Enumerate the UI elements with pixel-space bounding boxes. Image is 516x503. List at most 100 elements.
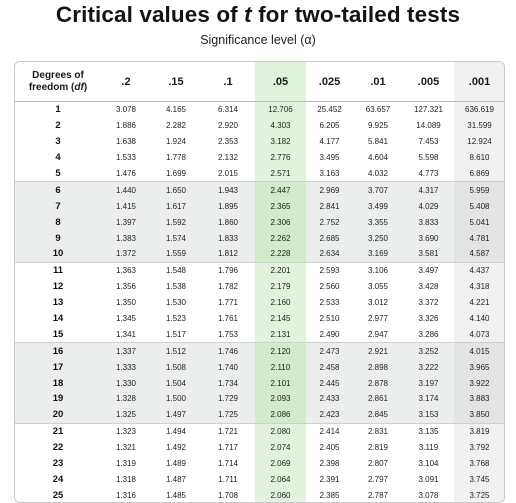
- value-cell: 1.860: [201, 214, 255, 230]
- value-cell: 1.356: [101, 279, 151, 295]
- value-cell: 1.734: [201, 375, 255, 391]
- value-cell: 2.080: [255, 423, 306, 439]
- value-cell: 3.497: [403, 262, 454, 278]
- value-cell: 3.222: [403, 359, 454, 375]
- column-header-alpha: .2: [101, 62, 151, 102]
- value-cell: 1.318: [101, 471, 151, 487]
- value-cell: 1.492: [151, 440, 201, 456]
- value-cell: 1.500: [151, 391, 201, 407]
- value-cell: 1.316: [101, 487, 151, 503]
- value-cell: 3.252: [403, 343, 454, 359]
- value-cell: 3.495: [306, 150, 353, 166]
- value-cell: 2.306: [255, 214, 306, 230]
- value-cell: 2.414: [306, 423, 353, 439]
- column-header-alpha: .001: [454, 62, 505, 102]
- value-cell: 3.965: [454, 359, 505, 375]
- value-cell: 2.228: [255, 246, 306, 262]
- value-cell: 1.363: [101, 262, 151, 278]
- value-cell: 9.925: [353, 118, 403, 134]
- value-cell: 1.350: [101, 295, 151, 311]
- df-cell: 17: [15, 359, 101, 375]
- value-cell: 5.041: [454, 214, 505, 230]
- value-cell: 4.165: [151, 102, 201, 118]
- value-cell: 1.761: [201, 311, 255, 327]
- value-cell: 2.807: [353, 456, 403, 472]
- df-header-var: df: [74, 82, 83, 93]
- value-cell: 1.372: [101, 246, 151, 262]
- value-cell: 1.533: [101, 150, 151, 166]
- value-cell: 2.571: [255, 166, 306, 182]
- value-cell: 2.921: [353, 343, 403, 359]
- value-cell: 2.787: [353, 487, 403, 503]
- df-cell: 14: [15, 311, 101, 327]
- value-cell: 1.333: [101, 359, 151, 375]
- df-cell: 7: [15, 198, 101, 214]
- value-cell: 2.977: [353, 311, 403, 327]
- df-cell: 4: [15, 150, 101, 166]
- value-cell: 3.372: [403, 295, 454, 311]
- t-table: Degrees of freedom (df) .2 .15 .1 .05 .0…: [15, 62, 505, 503]
- value-cell: 2.093: [255, 391, 306, 407]
- value-cell: 2.473: [306, 343, 353, 359]
- df-header-line2: freedom (: [29, 82, 75, 93]
- value-cell: 3.792: [454, 440, 505, 456]
- value-cell: 1.725: [201, 407, 255, 423]
- value-cell: 2.447: [255, 182, 306, 198]
- value-cell: 2.634: [306, 246, 353, 262]
- value-cell: 4.140: [454, 311, 505, 327]
- value-cell: 2.398: [306, 456, 353, 472]
- value-cell: 4.032: [353, 166, 403, 182]
- value-cell: 4.221: [454, 295, 505, 311]
- title-prefix: Critical values of: [56, 2, 244, 27]
- df-cell: 6: [15, 182, 101, 198]
- value-cell: 2.282: [151, 118, 201, 134]
- df-cell: 8: [15, 214, 101, 230]
- value-cell: 1.559: [151, 246, 201, 262]
- value-cell: 2.560: [306, 279, 353, 295]
- value-cell: 4.177: [306, 134, 353, 150]
- value-cell: 1.753: [201, 326, 255, 342]
- value-cell: 1.538: [151, 279, 201, 295]
- value-cell: 2.131: [255, 326, 306, 342]
- value-cell: 1.740: [201, 359, 255, 375]
- value-cell: 2.060: [255, 487, 306, 503]
- df-column-header: Degrees of freedom (df): [15, 62, 101, 102]
- value-cell: 1.771: [201, 295, 255, 311]
- value-cell: 1.592: [151, 214, 201, 230]
- value-cell: 5.598: [403, 150, 454, 166]
- value-cell: 3.106: [353, 262, 403, 278]
- value-cell: 2.262: [255, 230, 306, 246]
- value-cell: 3.819: [454, 423, 505, 439]
- value-cell: 2.405: [306, 440, 353, 456]
- value-cell: 2.841: [306, 198, 353, 214]
- value-cell: 127.321: [403, 102, 454, 118]
- value-cell: 1.699: [151, 166, 201, 182]
- value-cell: 2.353: [201, 134, 255, 150]
- value-cell: 3.197: [403, 375, 454, 391]
- value-cell: 4.773: [403, 166, 454, 182]
- value-cell: 3.707: [353, 182, 403, 198]
- value-cell: 1.714: [201, 456, 255, 472]
- df-cell: 21: [15, 423, 101, 439]
- value-cell: 1.440: [101, 182, 151, 198]
- value-cell: 1.397: [101, 214, 151, 230]
- value-cell: 3.581: [403, 246, 454, 262]
- df-cell: 3: [15, 134, 101, 150]
- value-cell: 2.445: [306, 375, 353, 391]
- value-cell: 2.132: [201, 150, 255, 166]
- value-cell: 4.303: [255, 118, 306, 134]
- column-header-alpha: .15: [151, 62, 201, 102]
- value-cell: 1.508: [151, 359, 201, 375]
- value-cell: 3.428: [403, 279, 454, 295]
- value-cell: 2.201: [255, 262, 306, 278]
- value-cell: 4.317: [403, 182, 454, 198]
